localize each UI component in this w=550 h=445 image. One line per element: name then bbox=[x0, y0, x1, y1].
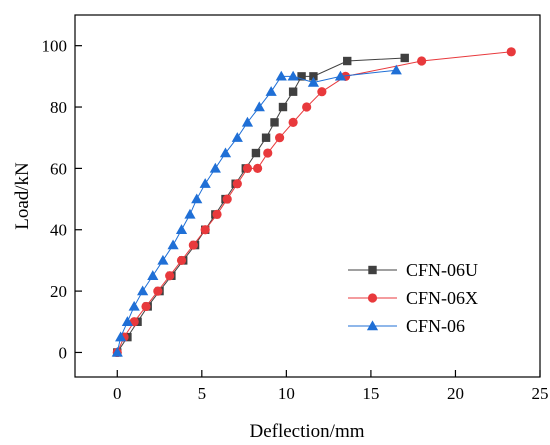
legend-marker bbox=[367, 293, 378, 303]
legend-label: CFN-06X bbox=[406, 288, 478, 308]
plot-frame bbox=[74, 14, 541, 378]
y-tick-label: 60 bbox=[50, 159, 67, 178]
x-tick-label: 15 bbox=[362, 384, 379, 403]
data-point bbox=[137, 285, 149, 296]
data-point bbox=[222, 194, 232, 204]
data-point bbox=[317, 87, 327, 97]
series-layer bbox=[111, 47, 516, 358]
data-point bbox=[175, 224, 188, 234]
data-point bbox=[302, 102, 312, 112]
data-point bbox=[242, 163, 253, 173]
data-point bbox=[288, 87, 298, 96]
data-point bbox=[307, 76, 320, 87]
data-point bbox=[400, 53, 409, 63]
series-line bbox=[116, 57, 405, 353]
data-point bbox=[253, 163, 263, 173]
data-point bbox=[165, 271, 175, 281]
series-cfn-06x bbox=[112, 47, 516, 358]
data-point bbox=[334, 70, 347, 81]
x-axis-title: Deflection/mm bbox=[249, 421, 364, 442]
data-point bbox=[167, 239, 179, 250]
data-point bbox=[297, 72, 306, 81]
data-point bbox=[231, 132, 243, 142]
data-point bbox=[251, 148, 261, 158]
data-point bbox=[115, 331, 127, 342]
y-tick-label: 40 bbox=[50, 221, 67, 240]
legend-entry: CFN-06 bbox=[348, 316, 465, 336]
series-line bbox=[116, 51, 512, 353]
data-point bbox=[390, 64, 402, 75]
y-tick-label: 80 bbox=[50, 98, 67, 117]
y-tick-label: 0 bbox=[59, 343, 68, 362]
series-cfn-06 bbox=[111, 64, 402, 357]
data-point bbox=[253, 101, 265, 112]
data-point bbox=[191, 193, 203, 204]
y-axis-title: Load/kN bbox=[12, 162, 33, 230]
x-tick-label: 0 bbox=[113, 384, 122, 403]
series-cfn-06u bbox=[113, 53, 409, 357]
legend-entry: CFN-06U bbox=[348, 260, 478, 280]
data-point bbox=[219, 147, 232, 158]
data-point bbox=[343, 56, 352, 66]
data-point bbox=[147, 270, 159, 280]
data-point bbox=[111, 346, 123, 357]
data-point bbox=[209, 162, 221, 173]
data-point bbox=[232, 179, 242, 189]
data-point bbox=[157, 254, 169, 265]
data-point bbox=[265, 86, 277, 96]
data-point bbox=[506, 47, 516, 57]
x-axis-ticks: 0 5 10 15 20 25 bbox=[113, 370, 549, 403]
y-tick-label: 20 bbox=[50, 282, 67, 301]
y-axis-ticks: 0 20 40 60 80 100 bbox=[42, 37, 82, 362]
series-line bbox=[116, 69, 397, 353]
data-point bbox=[153, 286, 163, 296]
legend: CFN-06U CFN-06X CFN-06 bbox=[348, 260, 478, 336]
x-tick-label: 10 bbox=[278, 384, 295, 403]
legend-entry: CFN-06X bbox=[348, 288, 478, 308]
data-point bbox=[176, 255, 187, 266]
x-tick-label: 25 bbox=[532, 384, 549, 403]
data-point bbox=[309, 72, 318, 81]
legend-marker bbox=[368, 265, 377, 275]
data-point bbox=[200, 225, 210, 235]
data-point bbox=[184, 208, 196, 219]
legend-label: CFN-06U bbox=[406, 260, 478, 280]
data-point bbox=[241, 116, 254, 127]
data-point bbox=[417, 56, 427, 66]
data-point bbox=[278, 102, 288, 112]
data-point bbox=[270, 118, 279, 127]
data-point bbox=[263, 148, 273, 158]
data-point bbox=[188, 240, 198, 250]
x-tick-label: 20 bbox=[447, 384, 464, 403]
data-point bbox=[288, 117, 298, 127]
y-tick-label: 100 bbox=[42, 37, 68, 56]
data-point bbox=[199, 178, 211, 188]
data-point bbox=[128, 300, 140, 311]
data-point bbox=[261, 133, 271, 142]
data-point bbox=[275, 70, 287, 81]
data-point bbox=[275, 133, 285, 143]
data-point bbox=[287, 70, 299, 81]
data-point bbox=[212, 209, 222, 220]
x-tick-label: 5 bbox=[198, 384, 207, 403]
data-point bbox=[141, 301, 151, 312]
legend-marker bbox=[366, 320, 379, 331]
legend-label: CFN-06 bbox=[406, 316, 465, 336]
data-point bbox=[121, 316, 134, 326]
